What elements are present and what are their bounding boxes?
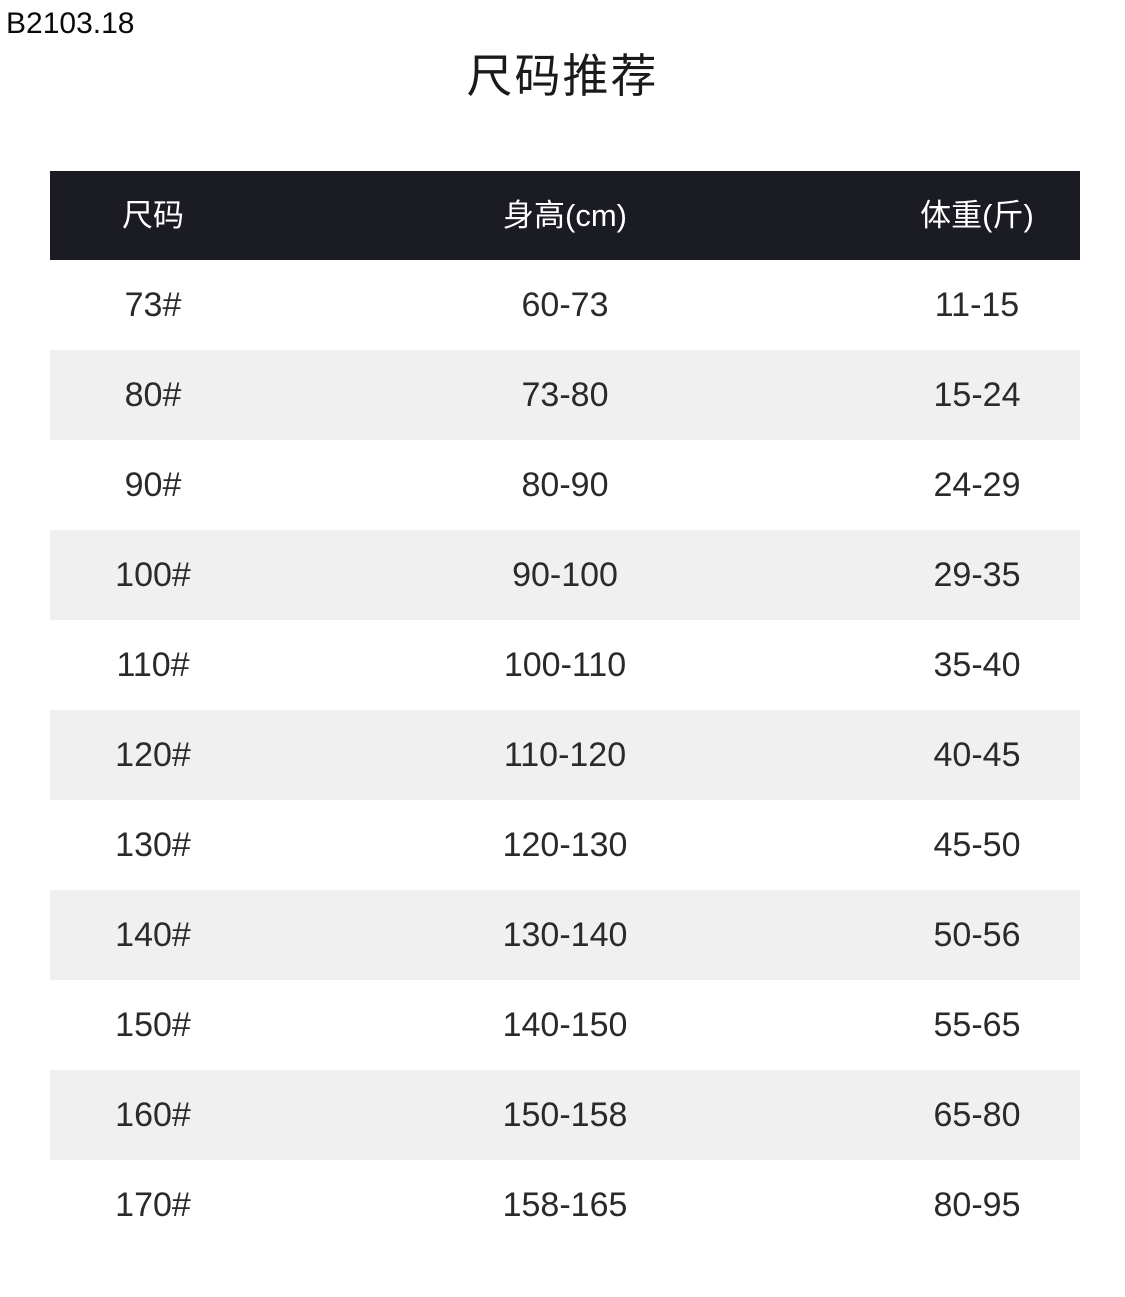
table-row: 160# 150-158 65-80 <box>50 1070 1080 1160</box>
table-cell: 45-50 <box>933 826 1021 864</box>
table-row: 90# 80-90 24-29 <box>50 440 1080 530</box>
table-header-row: 尺码 身高(cm) 体重(斤) <box>50 171 1080 260</box>
table-cell: 11-15 <box>934 286 1020 324</box>
table-row: 80# 73-80 15-24 <box>50 350 1080 440</box>
table-cell: 29-35 <box>933 556 1021 594</box>
header-cell: 身高(cm) <box>503 198 627 233</box>
table-cell: 170# <box>115 1186 191 1224</box>
table-cell: 24-29 <box>933 466 1021 504</box>
table-row: 73# 60-73 11-15 <box>50 260 1080 350</box>
table-cell: 100-110 <box>503 646 627 684</box>
table-cell: 100# <box>115 556 191 594</box>
table-cell: 150-158 <box>502 1096 628 1134</box>
table-cell: 35-40 <box>933 646 1021 684</box>
table-row: 120# 110-120 40-45 <box>50 710 1080 800</box>
table-cell: 50-56 <box>933 916 1021 954</box>
table-cell: 40-45 <box>933 736 1021 774</box>
table-cell: 80# <box>124 376 182 414</box>
page-title: 尺码推荐 <box>466 50 659 102</box>
table-cell: 80-90 <box>521 466 609 504</box>
table-cell: 15-24 <box>933 376 1021 414</box>
table-cell: 150# <box>115 1006 191 1044</box>
table-row: 170# 158-165 80-95 <box>50 1160 1080 1250</box>
table-row: 150# 140-150 55-65 <box>50 980 1080 1070</box>
table-cell: 90-100 <box>512 556 618 594</box>
header-cell: 尺码 <box>122 198 184 233</box>
table-cell: 140# <box>115 916 191 954</box>
table-cell: 120-130 <box>502 826 628 864</box>
table-cell: 158-165 <box>502 1186 628 1224</box>
table-row: 130# 120-130 45-50 <box>50 800 1080 890</box>
table-cell: 55-65 <box>933 1006 1021 1044</box>
product-code: B2103.18 <box>6 7 135 40</box>
table-cell: 130-140 <box>502 916 628 954</box>
table-cell: 110# <box>116 646 190 684</box>
table-cell: 120# <box>115 736 191 774</box>
table-row: 110# 100-110 35-40 <box>50 620 1080 710</box>
header-cell: 体重(斤) <box>920 198 1034 233</box>
table-cell: 80-95 <box>933 1186 1021 1224</box>
table-cell: 60-73 <box>521 286 609 324</box>
table-cell: 160# <box>115 1096 191 1134</box>
table-cell: 130# <box>115 826 191 864</box>
table-row: 140# 130-140 50-56 <box>50 890 1080 980</box>
table-cell: 65-80 <box>933 1096 1021 1134</box>
table-cell: 73# <box>124 286 182 324</box>
table-row: 100# 90-100 29-35 <box>50 530 1080 620</box>
table-cell: 110-120 <box>503 736 627 774</box>
table-cell: 140-150 <box>502 1006 628 1044</box>
table-body: 73# 60-73 11-15 80# 73-80 15-24 90# 80-90 24-29 1… <box>50 260 1080 1250</box>
size-table: 尺码 身高(cm) 体重(斤) 73# 60-73 11-15 80# 73-80 15-24… <box>50 171 1080 1250</box>
table-cell: 90# <box>124 466 182 504</box>
table-cell: 73-80 <box>521 376 609 414</box>
